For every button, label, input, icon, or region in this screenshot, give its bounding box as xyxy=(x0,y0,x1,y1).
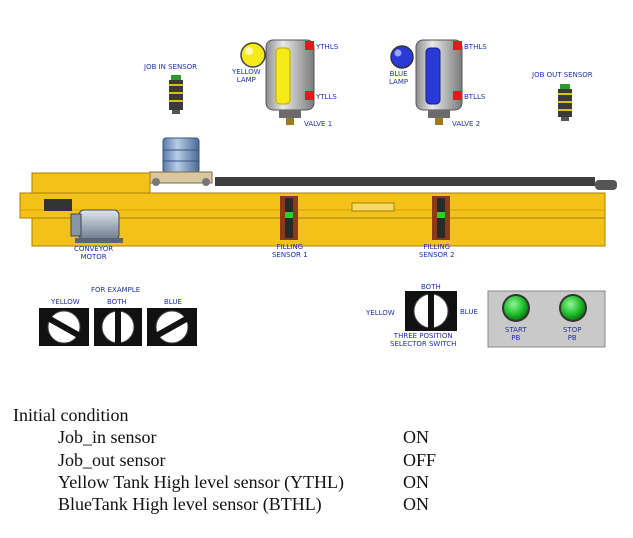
job-out-sensor-label: JOB OUT SENSOR xyxy=(532,71,593,79)
filling-sensor-2 xyxy=(432,196,450,240)
valve1-label: VALVE 1 xyxy=(304,120,333,128)
blue-lamp xyxy=(390,45,414,69)
conveyor-motor-label: CONVEYOR MOTOR xyxy=(74,245,114,261)
condition-name: Job_in sensor xyxy=(58,427,157,447)
selector-blue-label: BLUE xyxy=(460,308,478,316)
stop-pb-label: STOP PB xyxy=(563,326,582,342)
condition-name: Job_out sensor xyxy=(58,450,166,470)
blue-lamp-label: BLUE LAMP xyxy=(389,70,409,86)
blue-tank xyxy=(415,39,463,125)
job-in-sensor xyxy=(169,75,183,114)
example-switch-blue xyxy=(147,308,197,346)
condition-name: BlueTank High level sensor (BTHL) xyxy=(58,494,322,514)
ytlls-label: YTLLS xyxy=(316,93,337,101)
job-out-sensor xyxy=(558,84,572,121)
for-example-label: FOR EXAMPLE xyxy=(91,286,141,294)
yellow-lamp xyxy=(240,42,266,68)
start-button[interactable] xyxy=(502,294,530,322)
bthls-label: BTHLS xyxy=(464,43,487,51)
example-both-label: BOTH xyxy=(107,298,127,306)
filling-sensor-1 xyxy=(280,196,298,240)
job-in-sensor-label: JOB IN SENSOR xyxy=(144,63,198,71)
example-switch-both xyxy=(94,308,142,346)
yellow-tank xyxy=(265,39,315,125)
condition-state: ON xyxy=(403,427,429,447)
start-pb-label: START PB xyxy=(505,326,527,342)
conveyor-motor xyxy=(70,209,123,243)
example-yellow-label: YELLOW xyxy=(51,298,80,306)
valve2-label: VALVE 2 xyxy=(452,120,481,128)
initial-condition-heading: Initial condition xyxy=(13,405,129,425)
condition-name: Yellow Tank High level sensor (YTHL) xyxy=(58,472,345,492)
condition-state: ON xyxy=(403,472,429,492)
selector-caption: THREE POSITION SELECTOR SWITCH xyxy=(390,332,457,348)
filling-sensor-1-label: FILLING SENSOR 1 xyxy=(272,243,308,259)
drum-job xyxy=(149,137,213,186)
btlls-label: BTLLS xyxy=(464,93,486,101)
stop-button[interactable] xyxy=(559,294,587,322)
ythls-label: YTHLS xyxy=(316,43,339,51)
three-position-selector[interactable] xyxy=(405,291,457,331)
example-switch-yellow xyxy=(39,308,89,346)
yellow-lamp-label: YELLOW LAMP xyxy=(232,68,261,84)
condition-state: ON xyxy=(403,494,429,514)
condition-state: OFF xyxy=(403,450,437,470)
selector-yellow-label: YELLOW xyxy=(366,309,395,317)
selector-both-label: BOTH xyxy=(421,283,441,291)
example-blue-label: BLUE xyxy=(164,298,182,306)
filling-sensor-2-label: FILLING SENSOR 2 xyxy=(419,243,455,259)
